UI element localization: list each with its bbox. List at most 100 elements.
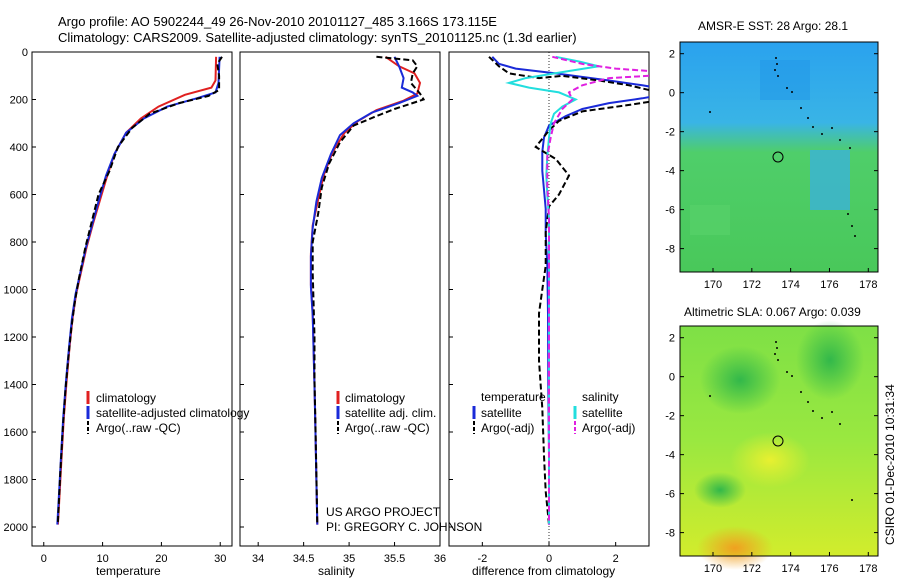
- legend-label-argo: Argo(..raw -QC): [345, 421, 430, 435]
- map-x-tick-label: 170: [704, 279, 722, 291]
- map-y-tick-label: -4: [665, 450, 675, 462]
- legend-label-salinity-argo: Argo(-adj): [582, 421, 635, 435]
- sst-map-warm-patch: [760, 60, 810, 100]
- sst-map-y-axis: 2 0 -2 -4 -6 -8: [665, 49, 878, 256]
- sla-map-title: Altimetric SLA: 0.067 Argo: 0.039: [684, 305, 861, 319]
- map-x-tick-label: 170: [704, 563, 722, 575]
- temperature-legend: climatology satellite-adjusted climatolo…: [86, 391, 249, 435]
- sla-map-yellow-patch: [730, 432, 810, 488]
- map-y-tick-label: -8: [665, 528, 675, 540]
- sla-map-frame: [679, 325, 879, 557]
- difference-plot-area: [488, 55, 649, 525]
- x-tick-label: 10: [96, 553, 108, 565]
- x-tick-label: -2: [477, 553, 487, 565]
- map-x-tick-label: 178: [859, 563, 877, 575]
- depth-tick-label: 600: [10, 190, 28, 202]
- sst-map-panel: AMSR-E SST: 28 Argo: 28.1 170 172 174 176 17…: [665, 19, 879, 291]
- series-line-argo-raw-qc: [311, 55, 426, 525]
- x-tick-label: 35: [343, 553, 355, 565]
- map-y-tick-label: 2: [669, 333, 675, 345]
- depth-tick-label: 2000: [4, 522, 28, 534]
- salinity-plot-area: [309, 55, 426, 525]
- map-y-tick-label: -6: [665, 489, 675, 501]
- sla-map-green-patch: [694, 472, 746, 508]
- depth-tick-label: 1200: [4, 332, 28, 344]
- series-line-temperature-argo-adj-lower: [534, 100, 649, 525]
- depth-axis: 0 200 400 600 800 1000 1200 1400 1600 1800 2000: [4, 47, 36, 534]
- depth-tick-label: 0: [22, 47, 28, 59]
- temperature-axis-label: temperature: [96, 564, 161, 578]
- series-line-argo-raw-qc: [56, 56, 223, 523]
- map-y-tick-label: -8: [665, 244, 675, 256]
- series-line-satellite-adjusted-climatology: [56, 56, 221, 525]
- series-line-temperature-satellite-lower: [541, 96, 649, 525]
- map-y-tick-label: 2: [669, 49, 675, 61]
- sst-map-warm-patch: [690, 205, 730, 235]
- difference-x-axis: -2 0 2: [477, 542, 619, 565]
- x-tick-label: 2: [613, 553, 619, 565]
- x-tick-label: 20: [155, 553, 167, 565]
- sst-map-islands: [709, 57, 856, 237]
- depth-tick-label: 800: [10, 237, 28, 249]
- depth-tick-label: 1000: [4, 285, 28, 297]
- map-y-tick-label: 0: [669, 88, 675, 100]
- x-tick-label: 35.5: [384, 553, 405, 565]
- sla-map-x-axis: 170 172 174 176 178: [704, 552, 877, 575]
- salinity-axes-frame: [239, 51, 441, 547]
- sst-map-x-axis: 170 172 174 176 178: [704, 268, 877, 291]
- series-line-climatology: [56, 56, 218, 525]
- sla-map-islands: [709, 341, 853, 501]
- map-x-tick-label: 172: [743, 563, 761, 575]
- x-tick-label: 0: [41, 553, 47, 565]
- figure-title-line2: Climatology: CARS2009. Satellite-adjuste…: [58, 30, 577, 45]
- temperature-plot-area: [56, 56, 223, 525]
- map-x-tick-label: 174: [781, 279, 799, 291]
- legend-label-climatology: climatology: [345, 391, 405, 405]
- x-tick-label: 0: [546, 553, 552, 565]
- depth-tick-label: 1400: [4, 380, 28, 392]
- legend-label-climatology: climatology: [96, 391, 156, 405]
- series-line-salinity-argo-adj-lower: [546, 74, 649, 525]
- map-y-tick-label: -2: [665, 127, 675, 139]
- difference-axis-label: difference from climatology: [472, 564, 615, 578]
- temperature-panel: 0 200 400 600 800 1000 1200 1400 1600 1800 2000 0 1…: [4, 47, 250, 578]
- sst-map-frame: [679, 41, 879, 273]
- figure-title-line1: Argo profile: AO 5902244_49 26-Nov-2010 …: [58, 14, 497, 29]
- map-y-tick-label: -4: [665, 166, 675, 178]
- depth-tick-label: 1600: [4, 427, 28, 439]
- sla-map-green-patch: [796, 320, 864, 400]
- map-y-tick-label: -6: [665, 205, 675, 217]
- sla-map-hot-patch: [697, 526, 773, 570]
- project-annotation-line1: US ARGO PROJECT: [326, 505, 441, 519]
- depth-tick-label: 1800: [4, 475, 28, 487]
- salinity-legend: climatology satellite adj. clim. Argo(..…: [336, 391, 436, 435]
- legend-title-salinity: salinity: [582, 390, 619, 404]
- legend-label-salinity-satellite: satellite: [582, 406, 623, 420]
- depth-tick-label: 200: [10, 95, 28, 107]
- x-tick-label: 36: [434, 553, 446, 565]
- salinity-panel: 34 34.5 35 35.5 36 salinity climatology sate…: [239, 51, 482, 578]
- sla-map-y-axis: 2 0 -2 -4 -6 -8: [665, 333, 878, 540]
- difference-panel: -2 0 2 difference from climatology tempera…: [448, 51, 650, 578]
- salinity-axis-label: salinity: [318, 564, 355, 578]
- series-line-temperature-argo-adj: [488, 56, 649, 91]
- series-line-satellite-adj-clim: [309, 56, 420, 525]
- x-tick-label: 34.5: [293, 553, 314, 565]
- x-tick-label: 34: [252, 553, 264, 565]
- temperature-x-axis: 0 10 20 30: [41, 542, 226, 565]
- sla-map-green-patch: [700, 346, 780, 414]
- legend-label-temperature-argo: Argo(-adj): [481, 421, 534, 435]
- map-x-tick-label: 172: [743, 279, 761, 291]
- legend-label-satellite: satellite adj. clim.: [345, 406, 436, 420]
- x-tick-label: 30: [214, 553, 226, 565]
- legend-label-temperature-satellite: satellite: [481, 406, 522, 420]
- csiro-timestamp: CSIRO 01-Dec-2010 10:31:34: [883, 384, 897, 545]
- sst-map-cool-patch: [810, 150, 850, 210]
- float-position-marker: [772, 151, 784, 163]
- float-position-marker: [772, 435, 784, 447]
- map-x-tick-label: 176: [820, 279, 838, 291]
- map-x-tick-label: 174: [781, 563, 799, 575]
- salinity-x-axis: 34 34.5 35 35.5 36: [252, 542, 446, 565]
- legend-label-argo: Argo(..raw -QC): [96, 421, 181, 435]
